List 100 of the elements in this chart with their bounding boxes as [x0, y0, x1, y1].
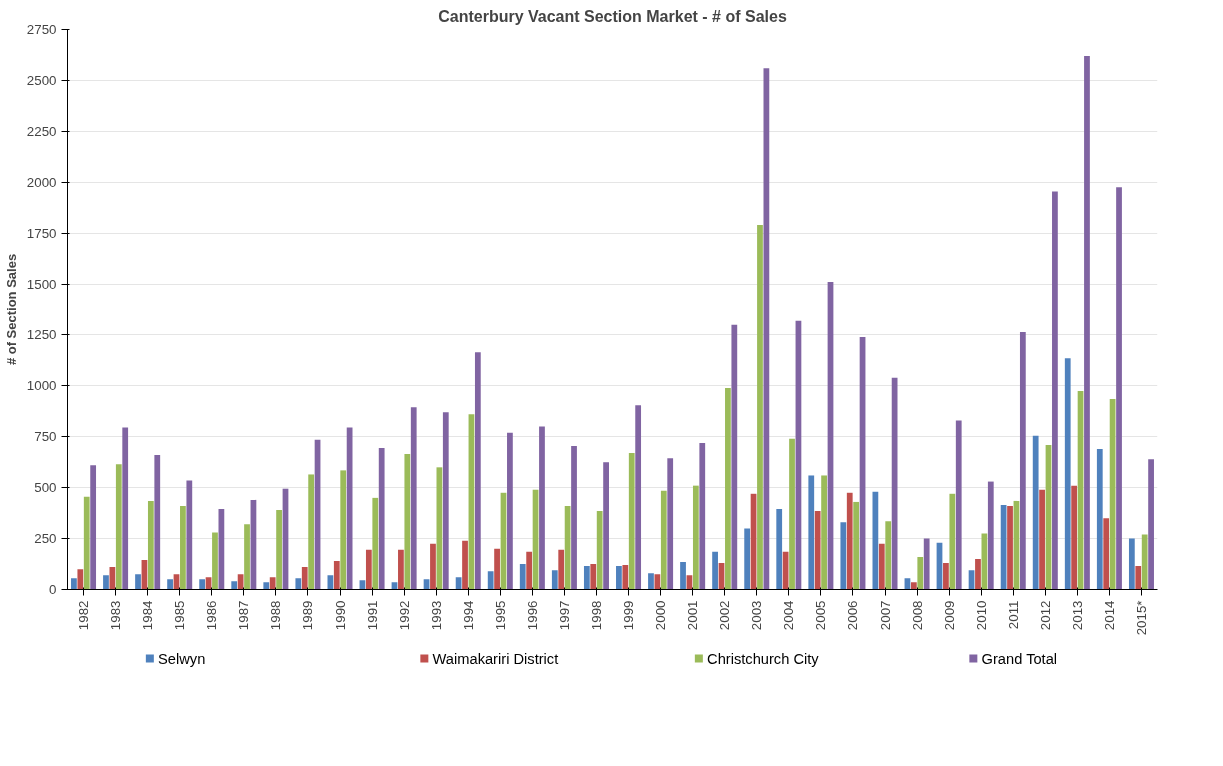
- bar: [526, 551, 533, 590]
- bar: [90, 465, 97, 590]
- bar: [551, 570, 558, 590]
- bar: [731, 324, 738, 590]
- bar: [840, 522, 847, 590]
- bar: [218, 509, 225, 590]
- bar: [1109, 399, 1116, 590]
- bar: [263, 582, 270, 590]
- bar: [987, 481, 994, 590]
- y-tick-label: 2500: [26, 72, 57, 88]
- bar: [1135, 566, 1142, 590]
- bar: [301, 567, 308, 590]
- x-tick-label: 1988: [268, 600, 284, 631]
- bar: [853, 501, 860, 590]
- x-tick-label: 1997: [556, 600, 572, 631]
- x-tick-label: 2005: [813, 600, 829, 631]
- x-tick-label: 2008: [909, 600, 925, 631]
- x-tick-label: 1982: [76, 600, 92, 631]
- bar: [327, 575, 334, 590]
- y-tick-label: 0: [49, 582, 57, 597]
- bar: [878, 543, 885, 590]
- bar: [398, 549, 404, 590]
- bar: [757, 224, 763, 590]
- bar: [103, 575, 109, 590]
- bar: [789, 438, 795, 590]
- bar: [180, 506, 186, 590]
- x-tick-label: 2003: [749, 600, 765, 631]
- bar: [333, 560, 340, 590]
- bar: [539, 426, 545, 590]
- bar: [71, 578, 77, 590]
- bar: [1052, 191, 1058, 590]
- x-tick-label: 1992: [396, 600, 412, 631]
- bar: [1141, 534, 1148, 590]
- bar: [622, 565, 629, 590]
- bar: [628, 453, 635, 590]
- bar: [519, 564, 526, 590]
- bar: [507, 432, 513, 590]
- x-tick-label: 1999: [621, 600, 637, 631]
- legend-label: Waimakariri District: [432, 650, 559, 667]
- bar: [1032, 435, 1039, 590]
- legend-label: Grand Total: [981, 650, 1058, 667]
- x-tick-label: 1987: [236, 600, 252, 631]
- bar: [474, 352, 481, 590]
- x-tick-label: 2012: [1037, 600, 1053, 631]
- bar: [83, 496, 90, 590]
- x-tick-label: 1998: [588, 600, 604, 631]
- bar: [135, 574, 141, 590]
- x-tick-label: 2014: [1101, 599, 1117, 631]
- bar: [269, 577, 276, 590]
- bar: [571, 445, 577, 590]
- bar: [494, 548, 500, 590]
- bar: [744, 528, 751, 590]
- bar: [436, 467, 443, 590]
- bar: [404, 454, 411, 590]
- bar: [1039, 489, 1045, 590]
- bar: [943, 563, 949, 590]
- x-tick-label: 2001: [685, 600, 701, 631]
- bar: [808, 475, 815, 590]
- x-tick-label: 2007: [877, 600, 893, 631]
- x-tick-label: 1989: [300, 600, 316, 631]
- bar: [1000, 504, 1007, 590]
- bar: [115, 464, 122, 590]
- bar: [442, 412, 449, 590]
- x-tick-label: 2004: [781, 599, 797, 631]
- bar: [462, 540, 468, 590]
- y-tick-label: 1250: [26, 327, 57, 343]
- bar: [776, 509, 783, 590]
- bar: [814, 511, 821, 590]
- y-tick-label: 250: [34, 531, 57, 547]
- bar: [821, 475, 827, 590]
- x-tick-label: 1985: [172, 600, 188, 631]
- x-tick-label: 1994: [460, 599, 476, 631]
- bar: [109, 567, 116, 590]
- bar: [308, 474, 315, 590]
- bar: [981, 533, 988, 590]
- bar: [846, 492, 853, 590]
- x-tick-label: 2009: [941, 600, 957, 631]
- bar: [564, 506, 571, 590]
- x-tick-label: 1991: [364, 600, 380, 631]
- bar: [699, 442, 706, 590]
- x-tick-label: 2011: [1005, 600, 1021, 630]
- bar: [199, 579, 206, 590]
- x-tick-label: 2013: [1069, 600, 1085, 631]
- bar: [955, 420, 962, 590]
- bar: [295, 578, 302, 590]
- bar: [1148, 459, 1154, 590]
- x-tick-label: 1990: [332, 600, 348, 631]
- x-tick-label: 1984: [140, 599, 156, 631]
- x-tick-label: 1995: [492, 600, 508, 631]
- bar: [680, 562, 686, 590]
- bar: [654, 574, 661, 590]
- bar: [122, 427, 129, 590]
- y-axis-title: # of Section Sales: [3, 253, 19, 366]
- x-tick-label: 2010: [973, 600, 989, 631]
- bar: [891, 377, 898, 590]
- bar: [712, 551, 718, 590]
- bar: [1064, 358, 1071, 590]
- bar: [923, 538, 930, 590]
- bar: [372, 497, 379, 590]
- bar: [1084, 55, 1090, 590]
